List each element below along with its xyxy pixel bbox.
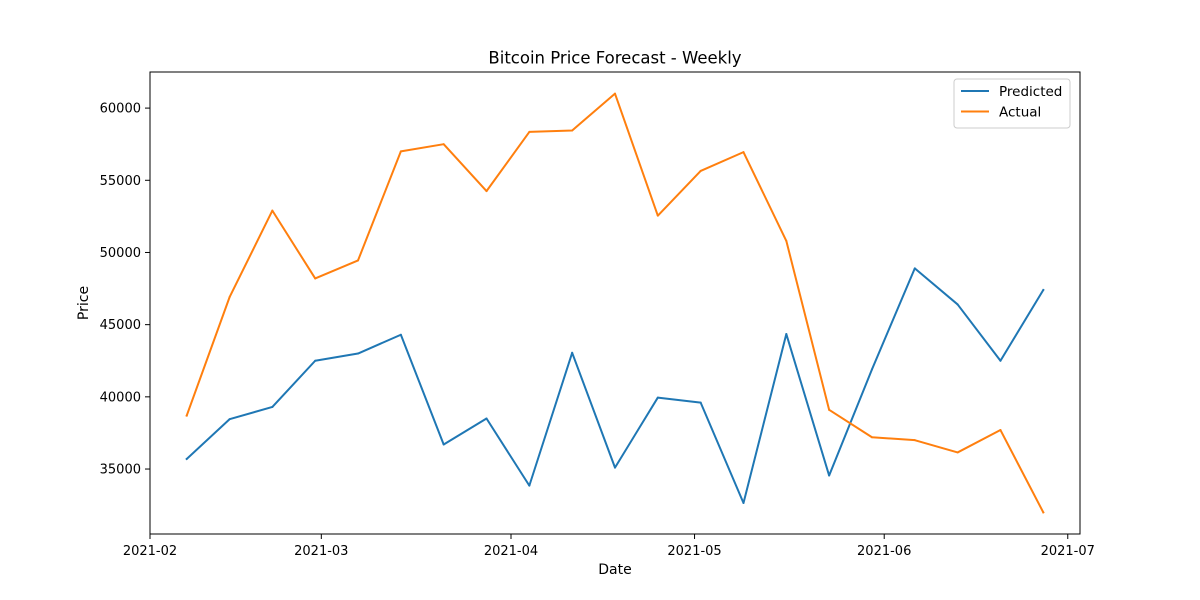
data-point-predicted	[485, 417, 488, 420]
data-point-predicted	[314, 359, 317, 362]
data-point-actual	[528, 130, 531, 133]
data-point-predicted	[571, 351, 574, 354]
data-point-predicted	[956, 303, 959, 306]
data-point-actual	[1042, 511, 1045, 514]
data-point-predicted	[357, 352, 360, 355]
data-point-predicted	[228, 418, 231, 421]
plot-area	[185, 92, 1045, 514]
data-point-actual	[913, 439, 916, 442]
data-point-predicted	[442, 443, 445, 446]
data-point-actual	[614, 92, 616, 95]
data-point-actual	[742, 151, 745, 154]
data-point-predicted	[913, 267, 916, 270]
x-tick-label: 2021-07	[1041, 544, 1095, 559]
x-tick-label: 2021-05	[667, 544, 721, 559]
data-point-predicted	[185, 457, 188, 460]
y-axis: 35000 40000 45000 50000 55000 60000	[100, 102, 150, 478]
data-point-actual	[314, 277, 317, 280]
y-tick-label: 45000	[100, 318, 141, 333]
data-point-predicted	[399, 333, 402, 336]
data-point-actual	[228, 296, 231, 299]
y-tick-label: 55000	[100, 174, 141, 189]
y-tick-label: 40000	[100, 390, 141, 405]
plot-frame	[149, 71, 1081, 535]
x-axis: 2021-02 2021-03 2021-04 2021-05 2021-06 2021-…	[123, 534, 1095, 559]
x-tick-label: 2021-04	[484, 544, 538, 559]
data-point-predicted	[271, 405, 274, 408]
legend-label-actual: Actual	[999, 105, 1041, 121]
data-point-predicted	[870, 368, 873, 371]
series-line-actual	[185, 92, 1045, 514]
x-tick-label: 2021-03	[294, 544, 348, 559]
data-point-actual	[956, 451, 959, 454]
chart-title: Bitcoin Price Forecast - Weekly	[488, 49, 741, 68]
data-point-predicted	[785, 333, 788, 336]
y-tick-label: 35000	[100, 463, 141, 478]
x-axis-title: Date	[598, 562, 631, 578]
data-point-predicted	[614, 466, 616, 469]
data-point-actual	[357, 259, 360, 262]
data-point-predicted	[656, 396, 659, 399]
data-point-predicted	[528, 484, 531, 487]
data-point-actual	[571, 129, 574, 132]
data-point-predicted	[828, 474, 831, 477]
data-point-actual	[828, 408, 831, 411]
data-point-predicted	[1042, 289, 1045, 292]
y-tick-label: 60000	[100, 102, 141, 117]
data-point-actual	[485, 190, 488, 193]
y-axis-title: Price	[76, 286, 92, 320]
data-point-actual	[185, 414, 188, 417]
data-point-actual	[442, 143, 445, 146]
data-point-predicted	[699, 401, 702, 404]
data-point-actual	[999, 429, 1002, 432]
data-point-actual	[399, 150, 402, 153]
legend-label-predicted: Predicted	[999, 84, 1062, 100]
data-point-actual	[699, 169, 702, 172]
data-point-actual	[870, 436, 873, 439]
data-point-actual	[656, 214, 659, 217]
legend: Predicted Actual	[953, 78, 1071, 129]
y-tick-label: 50000	[100, 246, 141, 261]
data-point-predicted	[742, 501, 745, 504]
x-tick-label: 2021-06	[857, 544, 911, 559]
data-point-predicted	[999, 359, 1002, 362]
data-point-actual	[271, 209, 274, 212]
data-point-actual	[785, 239, 788, 242]
x-tick-label: 2021-02	[123, 544, 177, 559]
